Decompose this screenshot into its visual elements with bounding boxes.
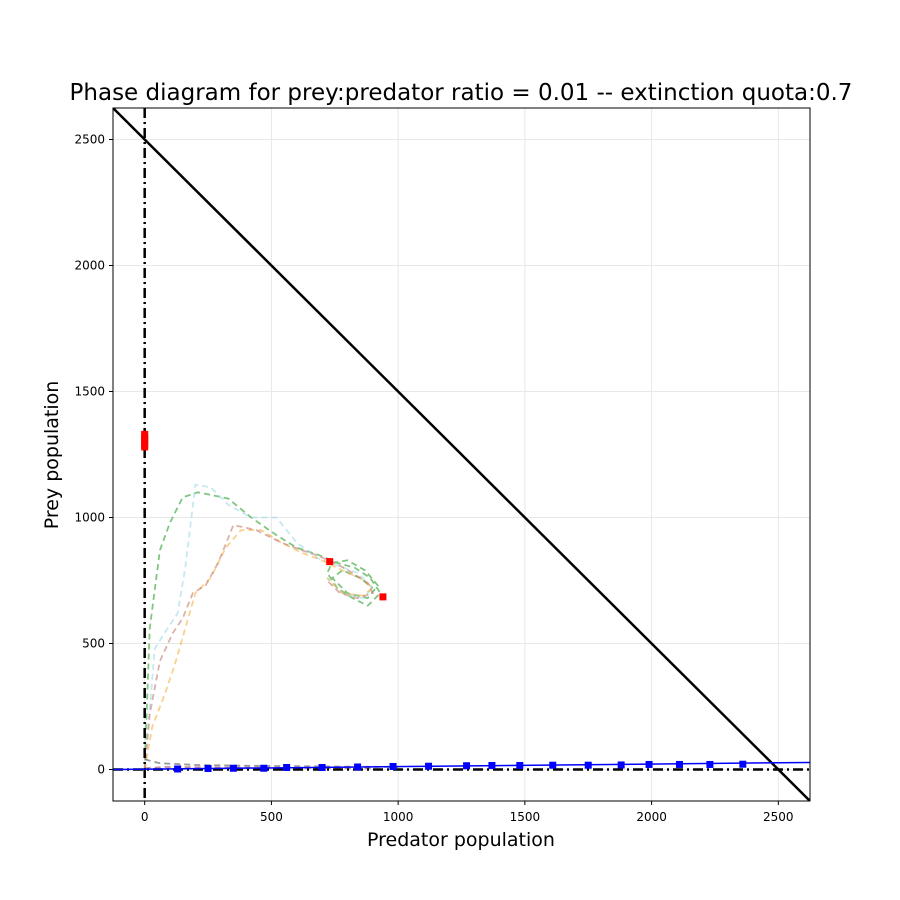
trajectory-series-3 [143, 529, 375, 770]
plot-data [113, 108, 810, 801]
state-marker [488, 761, 496, 769]
state-marker [283, 763, 291, 771]
state-marker [141, 443, 149, 451]
x-tick-label: 0 [141, 810, 149, 824]
y-tick-label: 2000 [74, 259, 105, 273]
x-axis-label: Predator population [367, 829, 555, 851]
state-marker [229, 764, 237, 772]
state-marker [318, 763, 326, 771]
state-marker [549, 761, 557, 769]
state-marker [326, 558, 334, 566]
y-tick-label: 500 [82, 637, 105, 651]
state-marker [739, 760, 747, 768]
plot-frame [112, 107, 811, 802]
y-tick-label: 1500 [74, 385, 105, 399]
state-marker [516, 761, 524, 769]
state-marker [260, 764, 268, 772]
trajectory-series-4 [143, 524, 375, 770]
y-tick-label: 2500 [74, 133, 105, 147]
reference-line-line [113, 761, 810, 771]
state-marker [389, 762, 397, 770]
state-marker [354, 763, 362, 771]
trajectory-series-6 [144, 766, 373, 770]
state-marker [379, 593, 387, 601]
reference-line-diagonal [113, 108, 810, 801]
state-marker [617, 761, 625, 769]
y-axis-label: Prey population [41, 381, 63, 530]
x-tick-label: 500 [260, 810, 283, 824]
y-tick-label: 1000 [74, 511, 105, 525]
state-marker [463, 762, 471, 770]
x-tick-label: 2500 [763, 810, 794, 824]
chart-title: Phase diagram for prey:predator ratio = … [70, 80, 853, 106]
trajectory-series-2 [143, 483, 375, 770]
x-tick-label: 1500 [510, 810, 541, 824]
grid-lines [113, 108, 810, 801]
x-tick-label: 2000 [636, 810, 667, 824]
state-marker [174, 765, 182, 773]
state-marker [204, 764, 212, 772]
trajectory-series-1 [143, 491, 382, 770]
state-marker [584, 761, 592, 769]
state-marker [645, 760, 653, 768]
state-marker [706, 760, 714, 768]
y-tick-label: 0 [97, 763, 105, 777]
x-tick-label: 1000 [383, 810, 414, 824]
state-marker [425, 762, 433, 770]
state-marker [675, 760, 683, 768]
axis-ticks: 0 500 1000 1500 2000 2500 0 500 1000 1500 2000 2500 [74, 133, 793, 825]
